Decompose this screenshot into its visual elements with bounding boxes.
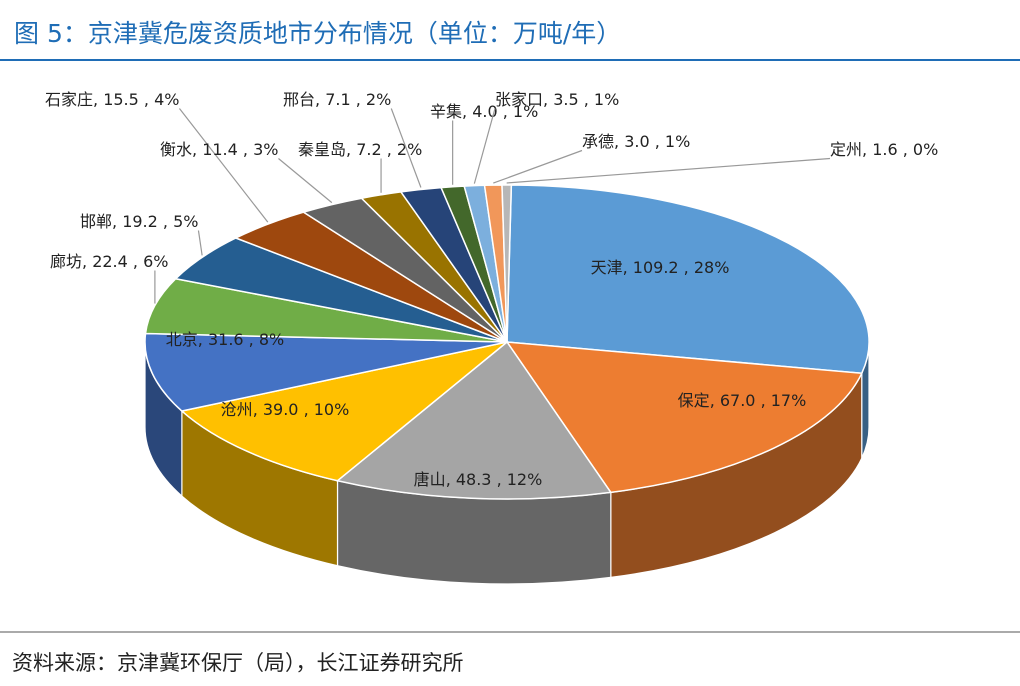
- label-value: , 3.0 , 1%: [614, 132, 690, 151]
- label-value: , 67.0 , 17%: [710, 391, 807, 410]
- label-category: 廊坊: [50, 252, 82, 271]
- slice: [506, 184, 870, 375]
- leader-line: [197, 230, 203, 256]
- label-category: 邯郸: [80, 212, 112, 231]
- label-category: 张家口: [495, 90, 543, 109]
- slice: [180, 341, 508, 482]
- label-category: 唐山: [414, 470, 446, 489]
- label-value: , 22.4 , 6%: [82, 252, 168, 271]
- leader-line: [390, 108, 422, 188]
- label-category: 秦皇岛: [298, 140, 346, 159]
- data-label: 石家庄, 15.5 , 4%: [45, 90, 179, 109]
- label-value: , 7.2 , 2%: [346, 140, 422, 159]
- data-label: 天津, 109.2 , 28%: [591, 258, 730, 277]
- source-note: 资料来源：京津冀环保厅（局），长江证券研究所: [12, 651, 464, 675]
- data-label: 定州, 1.6 , 0%: [830, 140, 938, 159]
- slice: [505, 341, 863, 494]
- data-label: 张家口, 3.5 , 1%: [495, 90, 619, 109]
- label-value: , 19.2 , 5%: [112, 212, 198, 231]
- tops: [144, 184, 870, 500]
- leader-line: [473, 108, 496, 184]
- label-category: 衡水: [160, 140, 192, 159]
- data-label: 衡水, 11.4 , 3%: [160, 140, 278, 159]
- label-value: , 1.6 , 0%: [862, 140, 938, 159]
- data-label: 廊坊, 22.4 , 6%: [50, 252, 168, 271]
- label-value: , 4.0 , 1%: [462, 102, 538, 121]
- leader-line: [493, 149, 583, 184]
- chart-title: 图 5：京津冀危废资质地市分布情况（单位：万吨/年）: [14, 19, 621, 48]
- label-category: 石家庄: [45, 90, 93, 109]
- slice: [144, 332, 508, 412]
- data-label: 邢台, 7.1 , 2%: [283, 90, 391, 109]
- leader-line: [178, 108, 269, 223]
- label-category: 天津: [591, 258, 623, 277]
- label-value: , 31.6 , 8%: [198, 330, 284, 349]
- leader-line: [506, 157, 831, 184]
- leader-line: [278, 158, 333, 204]
- label-value: , 15.5 , 4%: [93, 90, 179, 109]
- data-label: 保定, 67.0 , 17%: [678, 391, 807, 410]
- slice: [335, 340, 613, 500]
- data-label: 秦皇岛, 7.2 , 2%: [298, 140, 422, 159]
- label-category: 北京: [166, 330, 198, 349]
- data-label: 北京, 31.6 , 8%: [166, 330, 284, 349]
- data-label: 辛集, 4.0 , 1%: [430, 102, 538, 121]
- data-label: 承德, 3.0 , 1%: [582, 132, 690, 151]
- label-category: 辛集: [430, 102, 462, 121]
- label-value: , 11.4 , 3%: [192, 140, 278, 159]
- label-value: , 39.0 , 10%: [253, 400, 350, 419]
- label-category: 邢台: [283, 90, 315, 109]
- label-category: 保定: [678, 391, 710, 410]
- label-value: , 109.2 , 28%: [623, 258, 730, 277]
- label-value: , 3.5 , 1%: [543, 90, 619, 109]
- label-category: 沧州: [221, 400, 253, 419]
- label-category: 承德: [582, 132, 614, 151]
- slice: [144, 277, 508, 343]
- data-label: 唐山, 48.3 , 12%: [414, 470, 543, 489]
- slice: [501, 184, 513, 343]
- label-value: , 7.1 , 2%: [315, 90, 391, 109]
- label-category: 定州: [830, 140, 862, 159]
- data-label: 沧州, 39.0 , 10%: [221, 400, 350, 419]
- data-label: 邯郸, 19.2 , 5%: [80, 212, 198, 231]
- label-value: , 48.3 , 12%: [446, 470, 543, 489]
